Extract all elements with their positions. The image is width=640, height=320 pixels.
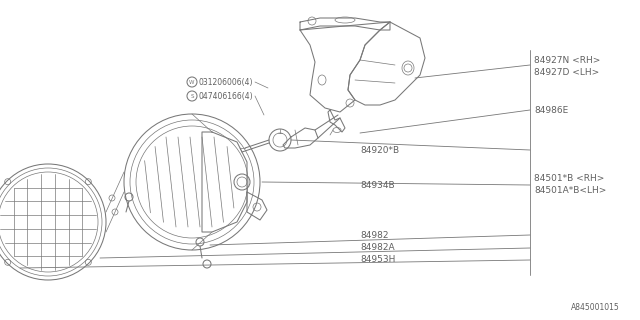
Text: 84982A: 84982A bbox=[360, 244, 395, 252]
Text: S: S bbox=[190, 93, 194, 99]
Text: 031206006(4): 031206006(4) bbox=[198, 77, 253, 86]
Text: 84501*B <RH>: 84501*B <RH> bbox=[534, 173, 604, 182]
Text: 84982: 84982 bbox=[360, 230, 388, 239]
Text: A845001015: A845001015 bbox=[572, 303, 620, 313]
Text: 84986E: 84986E bbox=[534, 106, 568, 115]
Text: 84934B: 84934B bbox=[360, 180, 395, 189]
Text: 047406166(4): 047406166(4) bbox=[198, 92, 253, 100]
Text: 84501A*B<LH>: 84501A*B<LH> bbox=[534, 186, 606, 195]
Text: 84927D <LH>: 84927D <LH> bbox=[534, 68, 599, 76]
Text: W: W bbox=[189, 79, 195, 84]
Text: 84920*B: 84920*B bbox=[360, 146, 399, 155]
Text: 84953H: 84953H bbox=[360, 255, 396, 265]
Text: 84927N <RH>: 84927N <RH> bbox=[534, 55, 600, 65]
